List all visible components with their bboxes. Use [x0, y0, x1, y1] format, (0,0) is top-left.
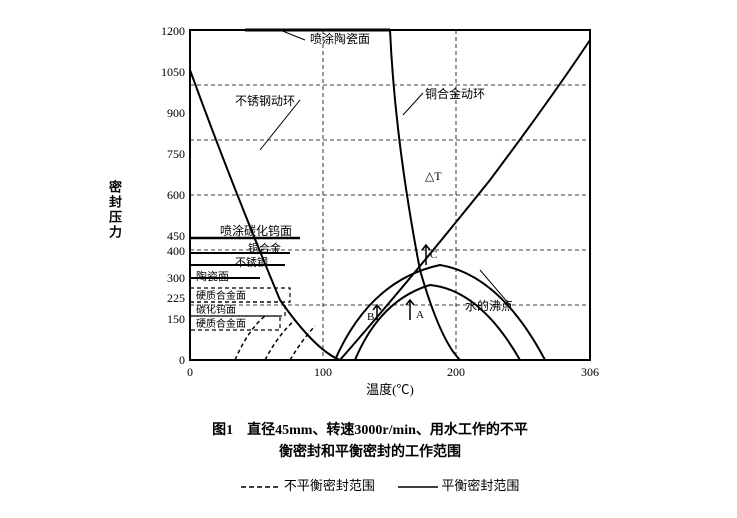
- chart-svg: 0 150 225 300 400 450 600 750 900 1050 1…: [130, 20, 610, 400]
- svg-text:900: 900: [167, 106, 185, 120]
- solid-icon: [398, 482, 438, 492]
- fig-number: 图1: [212, 423, 233, 438]
- y-ticks: 0 150 225 300 400 450 600 750 900 1050 1…: [161, 24, 185, 367]
- svg-text:陶瓷面: 陶瓷面: [196, 269, 229, 283]
- svg-text:B: B: [367, 311, 374, 323]
- legend-dashed-label: 不平衡密封范围: [284, 478, 375, 493]
- svg-text:306: 306: [581, 365, 599, 379]
- svg-text:450: 450: [167, 229, 185, 243]
- y-axis-label: 密封压力: [105, 180, 124, 240]
- dashed-icon: [241, 482, 281, 492]
- svg-text:A: A: [416, 309, 424, 321]
- legend: 不平衡密封范围 平衡密封范围: [140, 475, 620, 494]
- x-axis-label: 温度(℃): [366, 382, 414, 397]
- svg-text:200: 200: [447, 365, 465, 379]
- svg-text:600: 600: [167, 188, 185, 202]
- svg-text:△T: △T: [425, 169, 442, 183]
- svg-text:150: 150: [167, 312, 185, 326]
- dashed-curve-3: [290, 326, 315, 360]
- svg-text:400: 400: [167, 244, 185, 258]
- svg-text:不锈钢动环: 不锈钢动环: [235, 94, 295, 108]
- x-ticks: 0 100 200 306: [187, 365, 599, 379]
- svg-text:碳化钨面: 碳化钨面: [196, 303, 236, 316]
- svg-text:300: 300: [167, 271, 185, 285]
- svg-text:750: 750: [167, 147, 185, 161]
- leader-3: [403, 93, 423, 115]
- legend-dashed: 不平衡密封范围: [241, 475, 375, 494]
- chart-labels: 喷涂陶瓷面 不锈钢动环 铜合金动环 喷涂碳化钨面 铜合金 不锈钢 陶瓷面 硬质合…: [196, 31, 513, 330]
- svg-text:喷涂陶瓷面: 喷涂陶瓷面: [310, 31, 370, 46]
- caption-line1: 直径45mm、转速3000r/min、用水工作的不平: [247, 423, 528, 438]
- figure-caption: 图1 直径45mm、转速3000r/min、用水工作的不平 衡密封和平衡密封的工…: [100, 420, 640, 465]
- svg-text:不锈钢: 不锈钢: [235, 256, 268, 269]
- svg-text:1050: 1050: [161, 65, 185, 79]
- svg-text:225: 225: [167, 291, 185, 305]
- point-markers: B A C △T: [367, 169, 442, 323]
- svg-text:1200: 1200: [161, 24, 185, 38]
- chart-plot-area: 0 150 225 300 400 450 600 750 900 1050 1…: [130, 20, 610, 400]
- legend-solid: 平衡密封范围: [398, 475, 519, 494]
- svg-text:0: 0: [179, 353, 185, 367]
- legend-solid-label: 平衡密封范围: [441, 478, 519, 493]
- svg-text:喷涂碳化钨面: 喷涂碳化钨面: [220, 223, 292, 238]
- svg-text:硬质合金面: 硬质合金面: [196, 317, 246, 330]
- svg-text:铜合金动环: 铜合金动环: [425, 86, 485, 101]
- caption-line2: 衡密封和平衡密封的工作范围: [279, 445, 461, 460]
- svg-text:0: 0: [187, 365, 193, 379]
- svg-text:硬质合金面: 硬质合金面: [196, 289, 246, 302]
- svg-text:铜合金: 铜合金: [248, 241, 281, 255]
- svg-text:C: C: [430, 249, 437, 261]
- svg-text:100: 100: [314, 365, 332, 379]
